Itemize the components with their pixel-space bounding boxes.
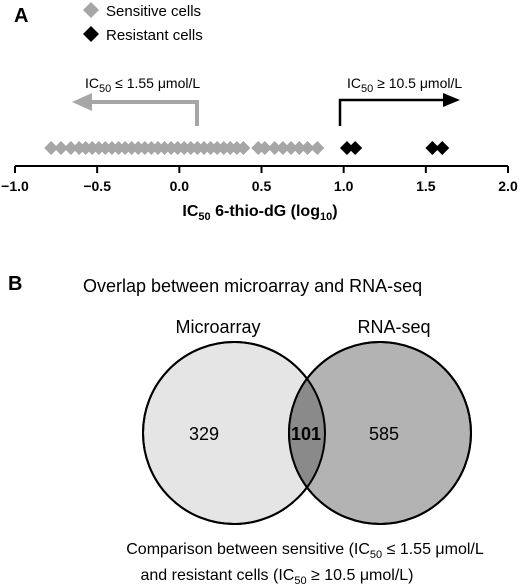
venn-outline-rnaseq: [288, 341, 472, 525]
arrow-resistant: [338, 98, 445, 126]
venn-label-microarray: Microarray: [175, 317, 260, 337]
arrow-sensitive: [92, 100, 199, 126]
x-tick-label: −0.5: [83, 178, 111, 194]
panel-a-letter: A: [14, 5, 28, 27]
legend: Sensitive cells Resistant cells: [83, 2, 203, 44]
annotation-resistant: IC50 ≥ 10.5 μmol/L: [347, 75, 462, 95]
panel-b-letter: B: [8, 273, 22, 295]
resistant-cell-point: [348, 141, 363, 155]
resistant-cell-point: [425, 141, 440, 155]
sensitive-cell-point: [292, 141, 307, 155]
sensitive-cell-point: [284, 141, 299, 155]
x-tick-label: 0.0: [170, 178, 190, 194]
sensitive-cell-point: [275, 141, 290, 155]
caption-line-2: and resistant cells (IC50 ≥ 10.5 μmol/L): [140, 567, 413, 587]
sensitive-cell-point: [54, 141, 69, 155]
x-tick-label: 2.0: [498, 178, 518, 194]
x-tick-label: −1.0: [1, 178, 29, 194]
caption-line-1: Comparison between sensitive (IC50 ≤ 1.5…: [126, 541, 484, 561]
sensitive-cell-point: [267, 141, 282, 155]
resistant-cell-point: [339, 141, 354, 155]
sensitive-cell-point: [44, 141, 59, 155]
legend-marker-resistant: [83, 26, 99, 42]
legend-label-sensitive: Sensitive cells: [106, 3, 201, 20]
x-tick-label: 1.5: [416, 178, 436, 194]
legend-label-resistant: Resistant cells: [106, 27, 203, 44]
sensitive-cell-point: [257, 141, 272, 155]
venn-count-overlap: 101: [291, 424, 321, 444]
venn-count-rnaseq-only: 585: [369, 424, 399, 444]
x-axis-title: IC50 6-thio-dG (log10): [182, 203, 337, 223]
sensitive-cell-point: [63, 141, 78, 155]
legend-marker-sensitive: [83, 2, 99, 18]
arrow-resistant-head: [443, 93, 460, 107]
data-points: [44, 141, 450, 155]
venn-label-rnaseq: RNA-seq: [357, 317, 430, 337]
x-ticks: −1.0 −0.5 0.0 0.5 1.0 1.5 2.0: [1, 166, 518, 194]
venn-count-microarray-only: 329: [189, 424, 219, 444]
sensitive-cell-point: [236, 141, 251, 155]
arrow-sensitive-head: [72, 93, 92, 111]
sensitive-cell-point: [300, 141, 315, 155]
sensitive-cell-point: [310, 141, 325, 155]
annotation-sensitive: IC50 ≤ 1.55 μmol/L: [85, 75, 200, 95]
x-tick-label: 0.5: [252, 178, 272, 194]
venn-title: Overlap between microarray and RNA-seq: [83, 276, 422, 296]
resistant-cell-point: [435, 141, 450, 155]
x-tick-label: 1.0: [334, 178, 354, 194]
venn-outline-microarray: [142, 341, 326, 525]
